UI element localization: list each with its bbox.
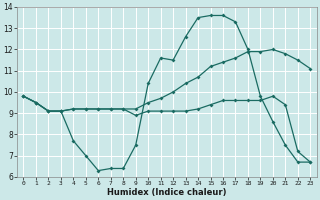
- X-axis label: Humidex (Indice chaleur): Humidex (Indice chaleur): [107, 188, 227, 197]
